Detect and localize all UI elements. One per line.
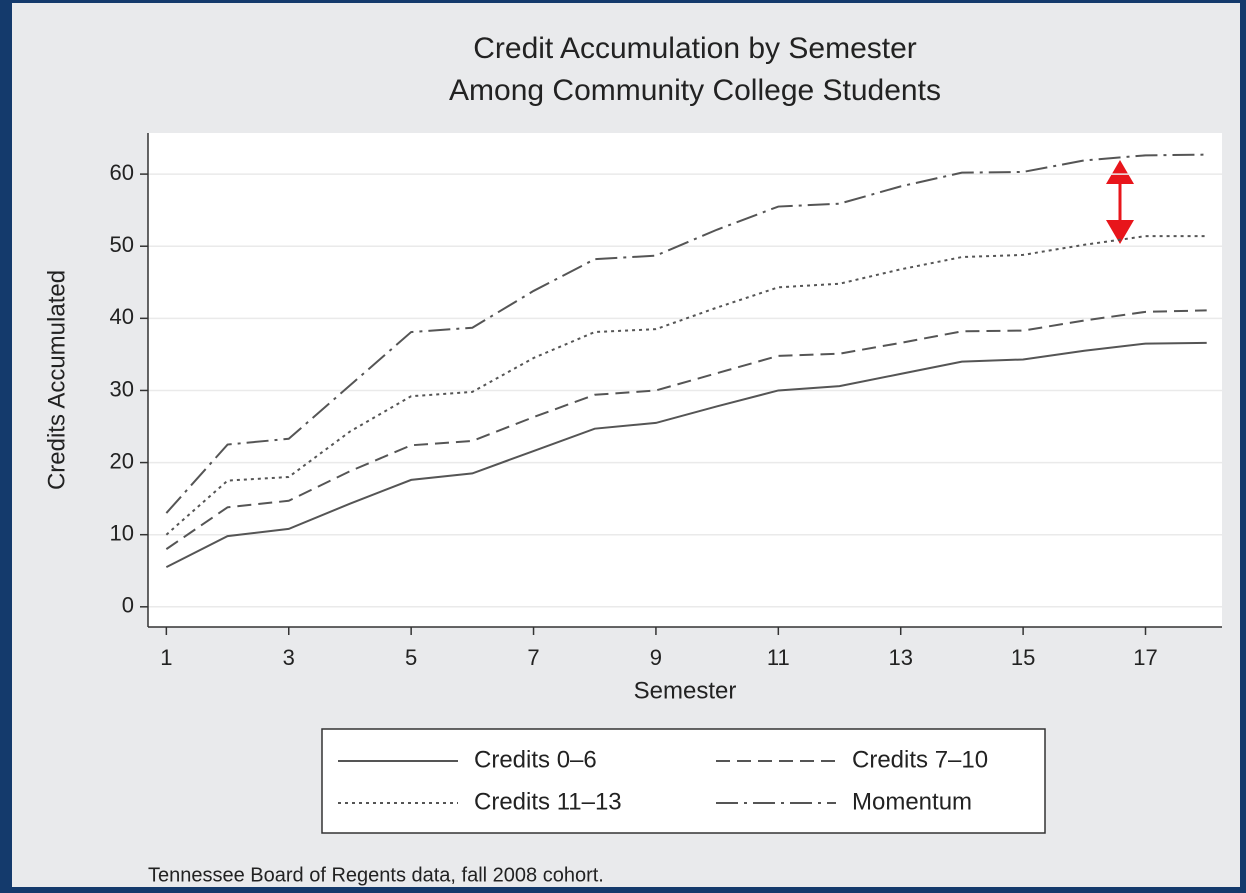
y-tick-label: 0	[122, 593, 134, 618]
series-line	[165, 341, 1207, 569]
x-tick-label: 7	[527, 645, 539, 670]
x-tick-label: 9	[650, 645, 662, 670]
y-tick-label: 10	[110, 521, 134, 546]
y-axis-label: Credits Accumulated	[43, 270, 70, 490]
arrow-head	[1106, 160, 1134, 184]
series-line	[165, 153, 1207, 514]
legend	[321, 728, 1046, 834]
annotation-arrow	[1106, 160, 1134, 244]
legend-label: Credits 11–13	[474, 788, 622, 815]
y-tick-label: 30	[110, 376, 134, 401]
x-tick-label: 13	[888, 645, 912, 670]
y-tick-label: 50	[110, 232, 134, 257]
legend-label: Momentum	[852, 788, 972, 815]
series-line	[165, 309, 1207, 550]
chart-title: Credit Accumulation by Semester	[473, 32, 917, 65]
legend-label: Credits 7–10	[852, 746, 988, 773]
x-axis-label: Semester	[634, 677, 737, 704]
x-tick-label: 3	[283, 645, 295, 670]
x-tick-label: 17	[1133, 645, 1157, 670]
arrow-head	[1106, 220, 1134, 244]
series-line	[165, 235, 1207, 536]
legend-label: Credits 0–6	[474, 746, 597, 773]
chart-title: Among Community College Students	[449, 74, 941, 107]
plot-area	[148, 133, 1222, 627]
y-tick-label: 40	[110, 304, 134, 329]
x-tick-label: 15	[1011, 645, 1035, 670]
note: Tennessee Board of Regents data, fall 20…	[148, 864, 604, 886]
y-tick-label: 60	[110, 160, 134, 185]
x-tick-label: 11	[767, 645, 790, 670]
y-tick-label: 20	[110, 448, 134, 473]
x-tick-label: 5	[405, 645, 417, 670]
x-tick-label: 1	[160, 645, 172, 670]
